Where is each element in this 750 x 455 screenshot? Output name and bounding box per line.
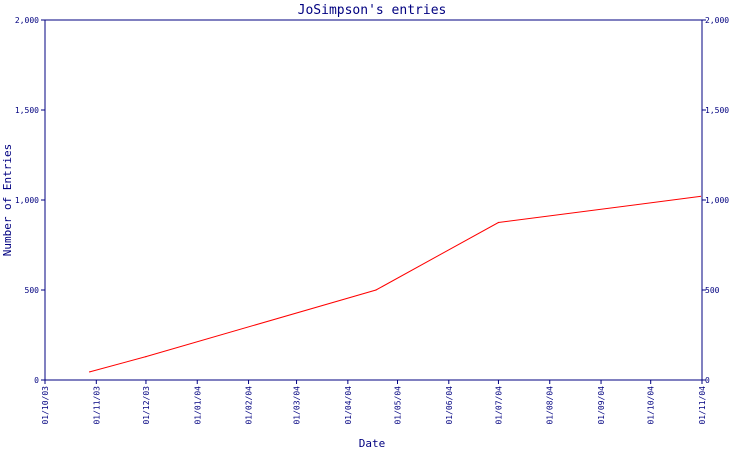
y-tick-label-left: 500 <box>25 286 40 295</box>
x-axis-label: Date <box>359 437 386 450</box>
x-tick-label: 01/12/03 <box>142 386 151 425</box>
y-tick-label-right: 0 <box>705 376 710 385</box>
plot-frame <box>44 19 703 381</box>
x-axis: 01/10/03 01/11/03 01/12/03 01/01/04 01/02/04… <box>41 380 707 425</box>
data-point <box>89 371 91 373</box>
x-tick-label: 01/02/04 <box>245 386 254 425</box>
y-axis-right: 0 500 1,000 1,500 2,000 <box>702 16 729 385</box>
y-tick-label-right: 1,500 <box>705 106 729 115</box>
x-tick-label: 01/09/04 <box>597 386 606 425</box>
y-tick-label-right: 1,000 <box>705 196 729 205</box>
series-layer <box>89 195 701 373</box>
x-tick-label: 01/10/04 <box>647 386 656 425</box>
x-tick-label: 01/11/04 <box>698 386 707 425</box>
x-tick-label: 01/03/04 <box>293 386 302 425</box>
data-point <box>699 195 701 197</box>
x-tick-label: 01/11/03 <box>92 386 101 425</box>
y-tick-label-left: 2,000 <box>15 16 39 25</box>
series-line <box>89 195 701 373</box>
x-tick-label: 01/04/04 <box>344 386 353 425</box>
data-point <box>375 289 377 291</box>
chart-title: JoSimpson's entries <box>298 3 447 18</box>
x-tick-label: 01/06/04 <box>445 386 454 425</box>
y-tick-label-right: 2,000 <box>705 16 729 25</box>
x-tick-label: 01/07/04 <box>494 386 503 425</box>
y-tick-label-left: 1,000 <box>15 196 39 205</box>
y-tick-label-left: 1,500 <box>15 106 39 115</box>
y-axis-left: 0 500 1,000 1,500 2,000 <box>15 16 45 385</box>
x-tick-label: 01/05/04 <box>393 386 402 425</box>
data-point <box>497 221 500 224</box>
y-tick-label-left: 0 <box>34 376 39 385</box>
data-point <box>145 356 147 358</box>
y-tick-label-right: 500 <box>705 286 720 295</box>
x-tick-label: 01/08/04 <box>546 386 555 425</box>
x-tick-label: 01/10/03 <box>41 386 50 425</box>
y-axis-label: Number of Entries <box>1 144 14 257</box>
x-tick-label: 01/01/04 <box>193 386 202 425</box>
